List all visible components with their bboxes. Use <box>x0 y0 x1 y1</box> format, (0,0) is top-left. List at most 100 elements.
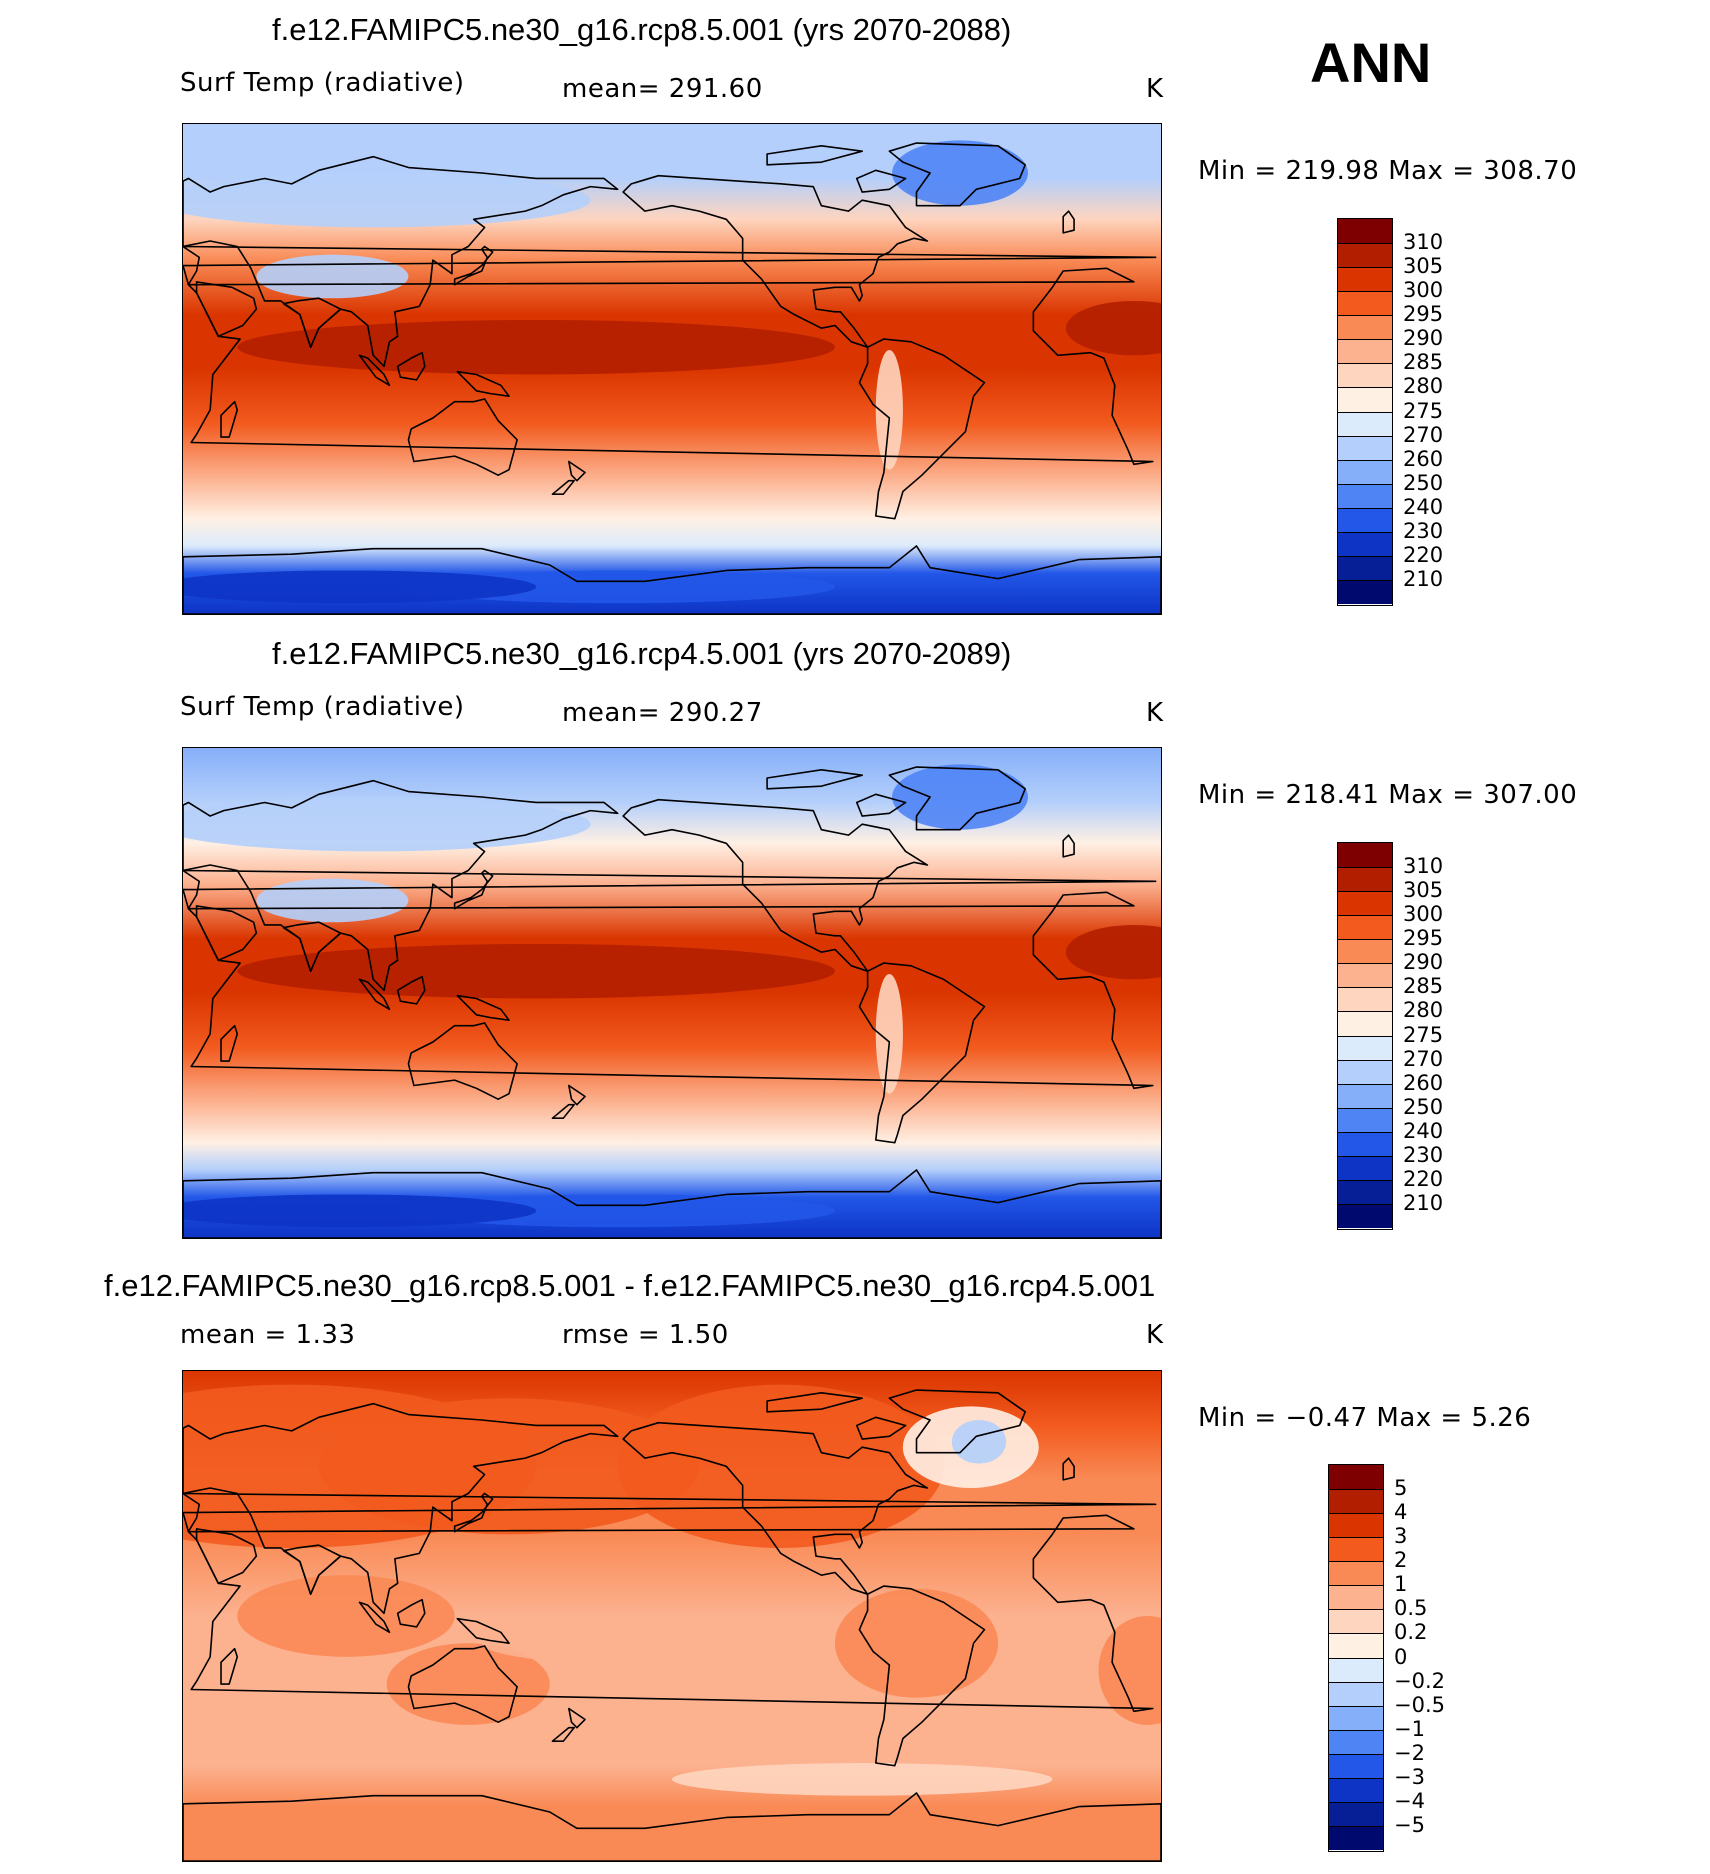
coastline-japan <box>453 1492 494 1533</box>
colorbar-tick-label: 260 <box>1403 446 1444 471</box>
panel-3-rmse-label: rmse = 1.50 <box>562 1320 729 1350</box>
field-anomaly <box>183 570 537 604</box>
colorbar-tick-label: 0.2 <box>1394 1620 1428 1645</box>
colorbar-swatch <box>1338 1083 1392 1108</box>
field-anomaly <box>237 1575 455 1657</box>
colorbar-tick-label: −5 <box>1394 1812 1425 1837</box>
coastline-greenland <box>888 142 1026 207</box>
panel-1-variable-label: Surf Temp (radiative) <box>180 68 465 98</box>
panel-1-units-label: K <box>1146 74 1164 104</box>
colorbar-tick-label: 280 <box>1403 374 1444 399</box>
coastline-japan <box>453 245 494 286</box>
field-anomaly <box>892 140 1028 206</box>
panel-2-units-label: K <box>1146 698 1164 728</box>
colorbar-swatch <box>1329 1561 1383 1586</box>
panel-2-title: f.e12.FAMIPC5.ne30_g16.rcp4.5.001 (yrs 2… <box>272 636 1012 671</box>
colorbar-swatch <box>1338 1059 1392 1084</box>
colorbar-swatch <box>1338 483 1392 508</box>
coastline-newguinea <box>456 370 510 397</box>
coastline-antarctica <box>183 1792 1161 1861</box>
field-anomaly <box>875 973 903 1094</box>
colorbar-swatch <box>1329 1753 1383 1778</box>
panel-3-units-label: K <box>1146 1320 1164 1350</box>
field-anomaly <box>183 173 591 228</box>
field-anomaly <box>1065 300 1161 356</box>
colorbar-tick-label: 305 <box>1403 878 1444 903</box>
coastline-india <box>282 921 342 972</box>
colorbar-swatch <box>1338 867 1392 892</box>
colorbar-tick-label: 0 <box>1394 1644 1408 1669</box>
colorbar-swatch <box>1338 315 1392 340</box>
season-label: ANN <box>1310 31 1432 94</box>
coastline-australia <box>407 398 518 476</box>
field-anomaly <box>1065 924 1161 980</box>
colorbar-tick-label: 240 <box>1403 1118 1444 1143</box>
coastline-samerica <box>858 338 986 520</box>
colorbar-tick-label: 275 <box>1403 398 1444 423</box>
field-anomaly <box>481 1621 808 1665</box>
colorbar-tick-label: 230 <box>1403 1142 1444 1167</box>
field-anomaly <box>237 944 835 999</box>
colorbar-tick-label: 5 <box>1394 1476 1408 1501</box>
coastline-nzs <box>551 479 575 495</box>
colorbar-tick-label: −0.5 <box>1394 1692 1445 1717</box>
field-anomaly <box>834 1588 999 1698</box>
colorbar-swatch <box>1338 267 1392 292</box>
coastline-madagascar <box>220 1647 239 1685</box>
coastline-nzs <box>551 1103 575 1119</box>
colorbar-tick-label: −3 <box>1394 1764 1425 1789</box>
panel-2-map <box>182 747 1162 1239</box>
colorbar-swatch <box>1329 1537 1383 1562</box>
field-anomaly <box>183 797 591 852</box>
coastline-antarctica <box>183 545 1161 614</box>
colorbar-tick-label: 305 <box>1403 254 1444 279</box>
colorbar-swatch <box>1329 1465 1383 1490</box>
colorbar-swatch <box>1338 1035 1392 1060</box>
colorbar-swatch <box>1338 1155 1392 1180</box>
colorbar-tick-label: 3 <box>1394 1524 1408 1549</box>
colorbar-swatch <box>1338 411 1392 436</box>
colorbar-swatch <box>1338 339 1392 364</box>
colorbar-tick-label: 295 <box>1403 302 1444 327</box>
colorbar-tick-label: 270 <box>1403 422 1444 447</box>
coastline-baffin <box>855 169 907 193</box>
panel-1-minmax-label: Min = 219.98 Max = 308.70 <box>1198 156 1578 186</box>
colorbar-tick-label: 240 <box>1403 494 1444 519</box>
colorbar-swatch <box>1338 915 1392 940</box>
coastline-baffin <box>855 1416 907 1440</box>
coastline-samerica <box>858 1585 986 1767</box>
colorbar-tick-label: 260 <box>1403 1070 1444 1095</box>
colorbar-swatch <box>1338 1203 1392 1228</box>
coastline-namerica <box>622 174 929 348</box>
coastline-sumatra <box>358 1601 391 1634</box>
panel-3-colorbar <box>1328 1464 1384 1852</box>
colorbar-swatch <box>1329 1825 1383 1850</box>
colorbar-tick-label: 4 <box>1394 1500 1408 1525</box>
colorbar-tick-label: 295 <box>1403 926 1444 951</box>
coastline-newguinea <box>456 994 510 1021</box>
coastline-arcticIsl <box>766 769 864 790</box>
coastline-australia <box>407 1645 518 1723</box>
coastline-madagascar <box>220 400 239 438</box>
colorbar-tick-label: 2 <box>1394 1548 1408 1573</box>
panel-1-title: f.e12.FAMIPC5.ne30_g16.rcp8.5.001 (yrs 2… <box>272 12 1012 47</box>
panel-3-map <box>182 1370 1162 1862</box>
coastline-arabia <box>195 905 258 962</box>
colorbar-swatch <box>1329 1585 1383 1610</box>
colorbar-swatch <box>1338 987 1392 1012</box>
colorbar-swatch <box>1329 1729 1383 1754</box>
coastline-antarctica <box>183 1169 1161 1238</box>
field-anomaly <box>951 1420 1007 1464</box>
colorbar-tick-label: 290 <box>1403 950 1444 975</box>
coastline-india <box>282 297 342 348</box>
coastline-sumatra <box>358 978 391 1011</box>
panel-2-variable-label: Surf Temp (radiative) <box>180 692 465 722</box>
coastline-baffin <box>855 793 907 817</box>
field-anomaly <box>237 320 835 375</box>
colorbar-swatch <box>1338 459 1392 484</box>
field-anomaly <box>672 1763 1053 1796</box>
colorbar-swatch <box>1338 1011 1392 1036</box>
colorbar-swatch <box>1338 579 1392 604</box>
panel-2-minmax-label: Min = 218.41 Max = 307.00 <box>1198 780 1578 810</box>
